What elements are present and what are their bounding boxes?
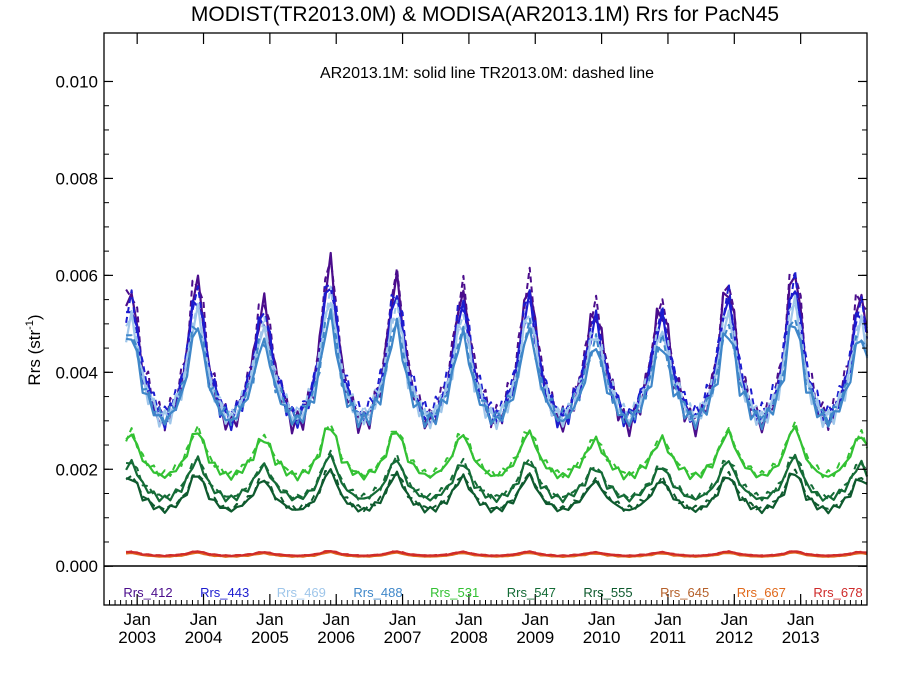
legend-entry-rrs-469: Rrs_469 (277, 585, 326, 600)
series-line-rrs-555-tr2013 (125, 468, 868, 513)
legend-entry-rrs-412: Rrs_412 (123, 585, 172, 600)
y-tick-label: 0.010 (55, 72, 98, 91)
x-tick-year-label: 2005 (251, 628, 289, 647)
legend-entry-rrs-443: Rrs_443 (200, 585, 249, 600)
series-line-rrs-547-tr2013 (126, 449, 868, 502)
y-tick-label: 0.002 (55, 460, 98, 479)
x-tick-year-label: 2004 (185, 628, 223, 647)
x-tick-month-label: Jan (721, 610, 748, 629)
x-axis: Jan2003Jan2004Jan2005Jan2006Jan2007Jan20… (103, 33, 868, 647)
legend: Rrs_412 Rrs_443 Rrs_469 Rrs_488 Rrs_531 Rrs_5… (123, 585, 862, 600)
x-tick-month-label: Jan (389, 610, 416, 629)
y-tick-label: 0.004 (55, 363, 98, 382)
x-tick-month-label: Jan (256, 610, 283, 629)
series-line-rrs-412-tr2013 (125, 258, 868, 432)
x-tick-month-label: Jan (123, 610, 150, 629)
x-tick-year-label: 2010 (583, 628, 621, 647)
series-line-rrs-469-tr2013 (125, 285, 868, 426)
y-axis-label-superscript: -1 (24, 320, 36, 330)
series-line-rrs-443-tr2013 (125, 269, 868, 426)
chart-title: MODIST(TR2013.0M) & MODISA(AR2013.1M) Rr… (191, 3, 779, 26)
series-line-rrs-547-ar2013 (125, 453, 869, 504)
data-lines (125, 251, 869, 559)
series-line-rrs-469-ar2013 (125, 294, 869, 431)
y-axis-label-text: Rrs (str (25, 330, 44, 386)
x-tick-year-label: 2007 (384, 628, 422, 647)
series-line-rrs-531-tr2013 (125, 420, 868, 480)
x-tick-month-label: Jan (522, 610, 549, 629)
x-tick-month-label: Jan (323, 610, 350, 629)
y-tick-label: 0.000 (55, 557, 98, 576)
x-tick-year-label: 2008 (450, 628, 488, 647)
legend-entry-rrs-547: Rrs_547 (507, 585, 556, 600)
x-tick-month-label: Jan (190, 610, 217, 629)
legend-entry-rrs-645: Rrs_645 (660, 585, 709, 600)
x-tick-month-label: Jan (455, 610, 482, 629)
legend-entry-rrs-678: Rrs_678 (813, 585, 862, 600)
y-tick-label: 0.008 (55, 169, 98, 188)
x-tick-year-label: 2003 (118, 628, 156, 647)
legend-entry-rrs-488: Rrs_488 (353, 585, 402, 600)
x-tick-year-label: 2009 (516, 628, 554, 647)
x-tick-year-label: 2011 (650, 628, 687, 647)
series-line-rrs-678-tr2013 (125, 549, 868, 557)
y-axis-label: Rrs (str-1) (24, 314, 44, 385)
x-tick-month-label: Jan (654, 610, 681, 629)
x-tick-year-label: 2013 (782, 628, 820, 647)
legend-entry-rrs-555: Rrs_555 (583, 585, 632, 600)
x-tick-year-label: 2006 (317, 628, 355, 647)
x-tick-month-label: Jan (588, 610, 615, 629)
x-tick-month-label: Jan (787, 610, 814, 629)
plot-frame (103, 32, 868, 606)
y-axis-label-close: ) (25, 314, 44, 320)
legend-entry-rrs-531: Rrs_531 (430, 585, 479, 600)
legend-entry-rrs-667: Rrs_667 (737, 585, 786, 600)
x-tick-year-label: 2012 (715, 628, 753, 647)
series-line-rrs-488-tr2013 (126, 316, 868, 427)
y-axis: 0.000 0.002 0.004 0.006 0.008 0.010 (55, 72, 867, 576)
y-tick-label: 0.006 (55, 266, 98, 285)
line-style-annotation: AR2013.1M: solid line TR2013.0M: dashed … (320, 65, 654, 82)
